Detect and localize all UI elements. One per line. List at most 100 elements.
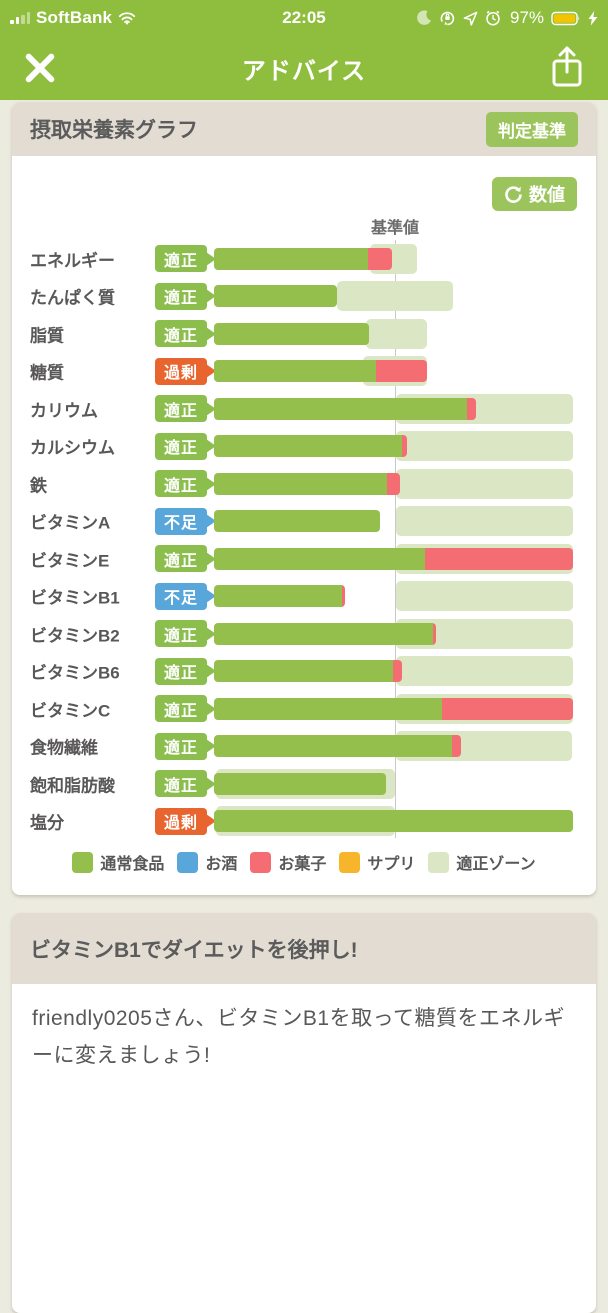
food-segment <box>214 810 573 832</box>
sweets-segment <box>467 397 477 420</box>
intake-bar <box>214 397 477 420</box>
advice-body-text: friendly0205さん、ビタミンB1を取って糖質をエネルギーに変えましょう… <box>32 1007 566 1067</box>
bar-track <box>214 615 573 653</box>
chart-row: エネルギー 適正 <box>12 240 596 278</box>
status-badge: 過剰 <box>155 807 207 835</box>
appropriate-zone <box>337 281 454 311</box>
sweets-segment <box>441 697 573 720</box>
status-badge: 適正 <box>155 695 207 722</box>
nutrient-label: ビタミンB2 <box>30 626 120 646</box>
intake-bar <box>214 285 338 307</box>
appropriate-zone <box>396 656 573 686</box>
charging-bolt-icon <box>588 10 598 26</box>
intake-bar <box>214 472 400 495</box>
food-segment <box>214 285 338 307</box>
sweets-segment <box>452 735 461 757</box>
sweets-segment <box>425 547 573 570</box>
intake-bar <box>214 510 380 532</box>
food-segment <box>214 472 388 495</box>
advice-card: ビタミンB1でダイエットを後押し! friendly0205さん、ビタミンB1を… <box>12 913 596 1313</box>
status-badge: 適正 <box>155 620 207 647</box>
wifi-icon <box>118 11 136 25</box>
food-segment <box>214 697 442 720</box>
chart-row: ビタミンB2 適正 <box>12 615 596 653</box>
bar-track <box>214 690 573 728</box>
food-segment <box>214 660 394 682</box>
status-badge: 適正 <box>155 432 207 460</box>
intake-bar <box>214 735 461 757</box>
legend-swatch <box>428 851 450 873</box>
sweets-segment <box>368 247 393 270</box>
status-badge: 適正 <box>155 320 207 347</box>
appropriate-zone <box>396 431 573 461</box>
status-badge: 適正 <box>155 545 207 572</box>
sweets-segment <box>393 660 403 682</box>
intake-bar <box>214 772 386 795</box>
legend-label: サプリ <box>367 856 416 873</box>
legend-swatch <box>72 851 94 873</box>
legend-swatch <box>177 851 199 873</box>
clock-label: 22:05 <box>282 8 326 27</box>
sweets-segment <box>387 472 400 495</box>
share-button[interactable] <box>548 46 586 90</box>
legend-item-food: 通常食品 <box>72 850 164 874</box>
chart-row: ビタミンE 適正 <box>12 540 596 578</box>
advice-title: ビタミンB1でダイエットを後押し! <box>30 938 358 962</box>
criteria-button[interactable]: 判定基準 <box>486 111 578 147</box>
orientation-lock-icon <box>439 10 456 27</box>
nutrient-label: ビタミンB6 <box>30 663 120 683</box>
status-badge: 適正 <box>155 282 207 310</box>
battery-icon <box>551 11 581 26</box>
status-badge: 適正 <box>155 395 207 422</box>
bar-track <box>214 465 573 503</box>
food-segment <box>214 397 468 420</box>
sweets-segment <box>375 360 427 382</box>
numeric-toggle-button[interactable]: 数値 <box>492 177 577 211</box>
chart-row: カルシウム 適正 <box>12 428 596 466</box>
chart-row: 食物繊維 適正 <box>12 728 596 766</box>
nutrient-label: ビタミンE <box>30 551 110 571</box>
chart-row: 糖質 過剰 <box>12 353 596 391</box>
appropriate-zone <box>365 318 427 349</box>
intake-bar <box>214 810 573 832</box>
legend-item-sweets: お菓子 <box>250 850 326 874</box>
intake-bar <box>214 247 393 270</box>
nutrient-label: 糖質 <box>30 363 64 383</box>
nutrient-label: 鉄 <box>30 476 47 496</box>
app-bar: SoftBank 22:05 <box>0 0 608 100</box>
intake-bar <box>214 547 573 570</box>
nutrient-label: たんぱく質 <box>30 288 115 308</box>
nutrient-label: エネルギー <box>30 251 115 271</box>
nutrient-label: ビタミンB1 <box>30 588 120 608</box>
appropriate-zone <box>396 468 573 499</box>
status-badge: 不足 <box>155 582 207 610</box>
nutrient-label: 塩分 <box>30 813 64 833</box>
chart-row: ビタミンC 適正 <box>12 690 596 728</box>
intake-bar <box>214 697 573 720</box>
status-badge: 適正 <box>155 732 207 760</box>
signal-icon <box>10 12 30 24</box>
refresh-icon <box>504 185 523 204</box>
baseline-line <box>395 240 396 838</box>
nutrient-label: ビタミンA <box>30 513 111 533</box>
legend-item-zone: 適正ゾーン <box>428 850 536 874</box>
sweets-segment <box>432 622 437 645</box>
chart-row: カリウム 適正 <box>12 390 596 428</box>
status-badge: 適正 <box>155 245 207 272</box>
food-segment <box>214 622 433 645</box>
legend-swatch <box>250 851 272 873</box>
chart-row: 塩分 過剰 <box>12 803 596 841</box>
nutrient-label: 脂質 <box>30 326 64 346</box>
nutrient-chart: 数値 基準値 エネルギー 適正 たんぱく質 適正 脂質 適正 糖質 過剰 カリウム 適正 カルシウム… <box>12 156 596 895</box>
page-title: アドバイス <box>241 57 367 85</box>
nutrient-label: 食物繊維 <box>30 738 98 758</box>
food-segment <box>214 772 386 795</box>
chart-row: ビタミンB6 適正 <box>12 653 596 691</box>
legend-label: 通常食品 <box>100 856 165 873</box>
food-segment <box>214 585 343 607</box>
food-segment <box>214 247 368 270</box>
bar-track <box>214 315 573 353</box>
close-button[interactable] <box>22 50 58 86</box>
bar-track <box>214 353 573 391</box>
intake-bar <box>214 360 427 382</box>
